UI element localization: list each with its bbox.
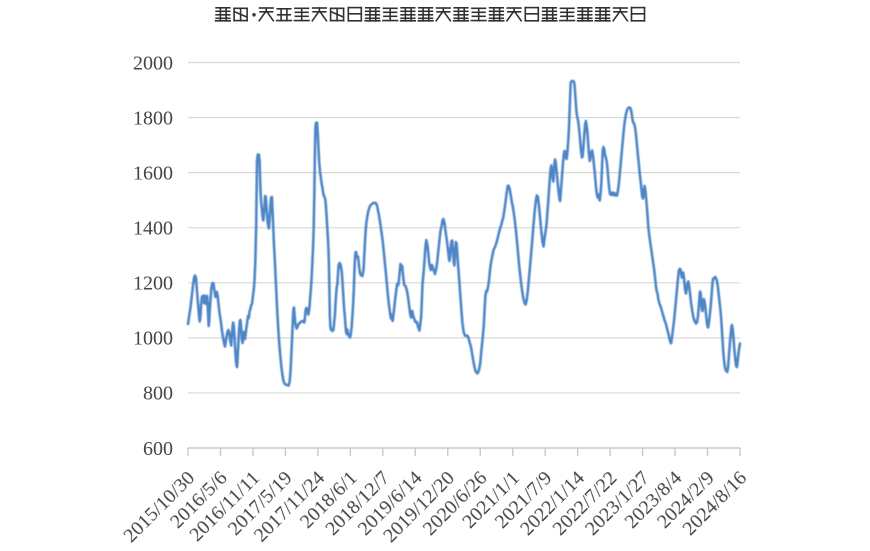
svg-text:1800: 1800	[133, 107, 173, 129]
svg-text:1400: 1400	[133, 218, 173, 240]
svg-text:1600: 1600	[133, 162, 173, 184]
svg-text:800: 800	[143, 383, 173, 405]
svg-text:1000: 1000	[133, 328, 173, 350]
svg-text:600: 600	[143, 438, 173, 460]
svg-text:1200: 1200	[133, 273, 173, 295]
svg-text:2000: 2000	[133, 52, 173, 74]
